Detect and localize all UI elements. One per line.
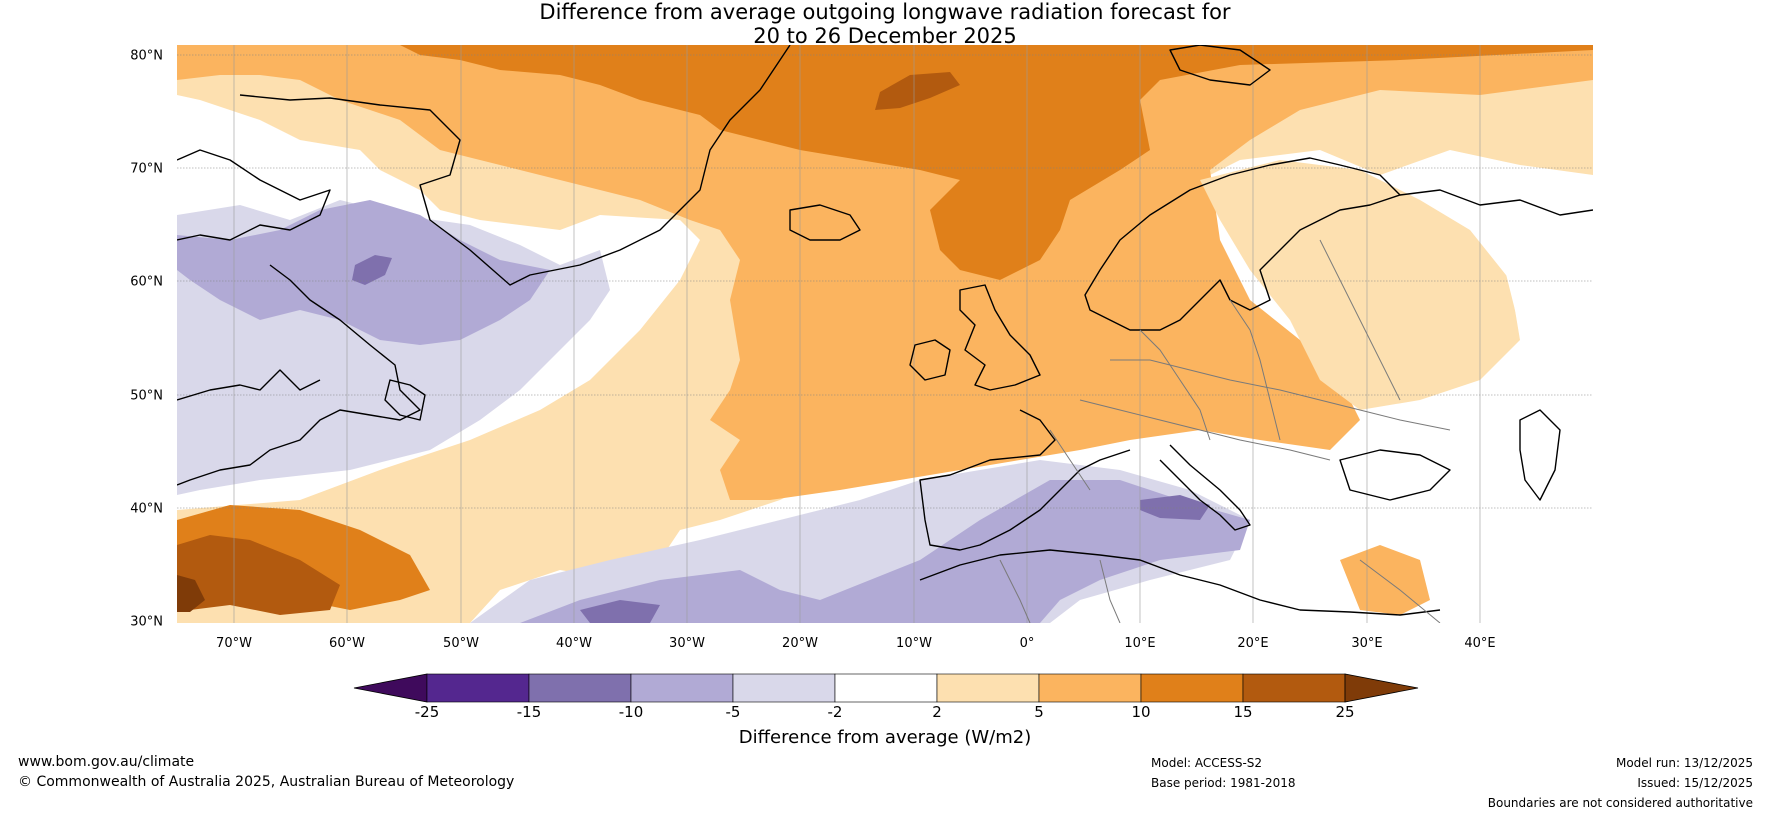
lon-label-40w: 40°W [556, 636, 592, 651]
coastline-greenland [239, 45, 791, 286]
coastline-canada-north [177, 149, 331, 241]
colorbar-tick: -25 [414, 703, 440, 721]
lon-label-10e: 10°E [1124, 636, 1156, 651]
lat-label-50n: 50°N [130, 388, 163, 404]
coastline-scandinavia [1084, 157, 1401, 331]
lon-label-40e: 40°E [1464, 636, 1496, 651]
lon-label-10w: 10°W [896, 636, 932, 651]
coastline-iceland [789, 204, 861, 241]
colorbar-tick: -15 [516, 703, 542, 721]
footer-copyright: © Commonwealth of Australia 2025, Austra… [18, 774, 515, 790]
anomaly-region-10-15-north [400, 45, 1593, 280]
colorbar-tick: 5 [1034, 703, 1044, 721]
anomaly-region-15-25-north [875, 72, 960, 110]
colorbar-tick: 25 [1335, 703, 1355, 721]
anomaly-region-minus15-minus10-west [352, 255, 392, 285]
lon-label-20e: 20°E [1237, 636, 1269, 651]
lon-label-20w: 20°W [782, 636, 818, 651]
anomaly-region-15-25-southwest [177, 535, 340, 615]
meridians [233, 45, 1481, 623]
coastline-caspian [1519, 409, 1561, 501]
colorbar-tick: 15 [1233, 703, 1253, 721]
lon-label-70w: 70°W [216, 636, 252, 651]
coastline-ireland [909, 339, 951, 381]
map-field [177, 45, 1593, 623]
anomaly-region-2-5-east [1200, 160, 1520, 410]
country-borders [999, 239, 1451, 623]
footer-website: www.bom.gov.au/climate [18, 754, 195, 770]
map-title: Difference from average outgoing longwav… [0, 0, 1770, 48]
footer-disclaimer: Boundaries are not considered authoritat… [1487, 796, 1753, 810]
coastline-britain [959, 284, 1041, 391]
anomaly-region-minus15-minus10-south [1140, 495, 1210, 520]
lat-label-80n: 80°N [130, 48, 163, 64]
footer-base-period: Base period: 1981-2018 [1151, 776, 1296, 790]
anomaly-region-25-plus [177, 575, 205, 612]
lon-label-30e: 30°E [1351, 636, 1383, 651]
lat-label-30n: 30°N [130, 614, 163, 630]
footer-model-run: Model run: 13/12/2025 [1615, 756, 1753, 770]
title-line-1: Difference from average outgoing longwav… [539, 0, 1231, 24]
colorbar-tick: -10 [618, 703, 644, 721]
coastline-europe-west [919, 409, 1131, 551]
colorbar-tick: -2 [827, 703, 843, 721]
lon-label-50w: 50°W [443, 636, 479, 651]
coastlines [177, 45, 1593, 616]
coastline-hudson [177, 369, 321, 401]
lat-label-40n: 40°N [130, 501, 163, 517]
coastline-russia-north [1399, 189, 1593, 216]
coastline-black-sea [1339, 449, 1451, 501]
lat-label-70n: 70°N [130, 161, 163, 177]
lon-label-60w: 60°W [329, 636, 365, 651]
lon-label-30w: 30°W [669, 636, 705, 651]
colorbar-label: Difference from average (W/m2) [738, 727, 1032, 748]
anomaly-region-minus15-minus10-atlantic [580, 600, 660, 623]
coastline-svalbard [1169, 45, 1271, 86]
anomaly-region-minus10-minus5-south [520, 480, 1250, 623]
coastline-labrador [177, 264, 421, 486]
colorbar-tick: 10 [1131, 703, 1151, 721]
footer-model: Model: ACCESS-S2 [1151, 756, 1263, 770]
title-line-2: 20 to 26 December 2025 [753, 24, 1017, 48]
graticule [177, 54, 1593, 509]
coastline-italy-balkans [1159, 444, 1251, 531]
footer-issued: Issued: 15/12/2025 [1637, 776, 1753, 790]
coastline-north-africa [919, 549, 1441, 616]
anomaly-region-neutral-east [1500, 240, 1593, 460]
colorbar-tick: 2 [932, 703, 942, 721]
lat-label-60n: 60°N [130, 274, 163, 290]
anomaly-region-5-10 [177, 45, 1593, 500]
colorbar-tick: -5 [725, 703, 741, 721]
coastline-newfoundland [384, 379, 426, 421]
lon-label-0: 0° [1019, 636, 1035, 651]
